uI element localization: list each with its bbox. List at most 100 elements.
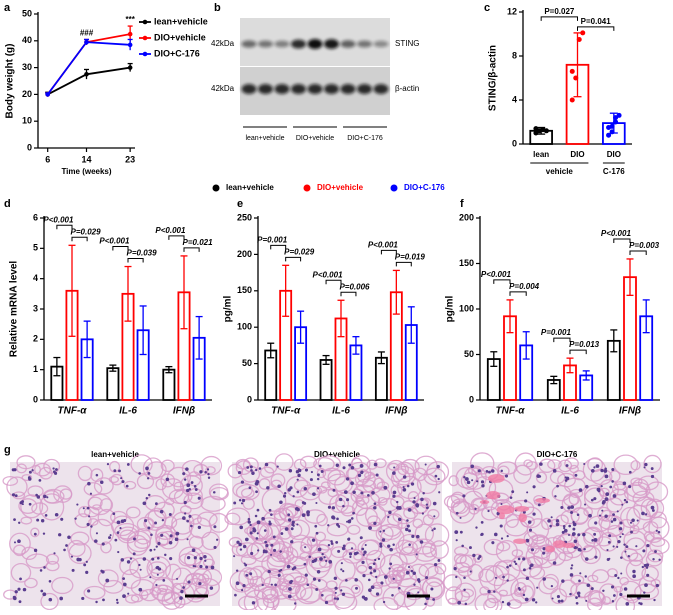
annotation: P=0.004 <box>509 282 540 291</box>
alveolar-wall <box>97 508 116 527</box>
nucleus <box>160 533 164 537</box>
nucleus <box>71 568 75 572</box>
group-label: vehicle <box>546 167 574 176</box>
nucleus <box>382 529 386 532</box>
nucleus <box>549 524 552 528</box>
nucleus <box>159 509 164 514</box>
nucleus <box>18 521 21 524</box>
nucleus <box>42 592 47 597</box>
nucleus <box>434 474 438 478</box>
bracket <box>71 236 88 242</box>
annotation: P=0.041 <box>581 17 612 26</box>
nucleus <box>249 531 253 535</box>
nucleus <box>284 492 287 495</box>
nucleus <box>17 539 21 544</box>
nucleus <box>325 559 328 563</box>
nucleus <box>506 565 509 569</box>
alveolar-wall <box>317 455 341 472</box>
nucleus <box>186 519 189 523</box>
y-tick-label: 4 <box>512 94 517 104</box>
alveolar-wall <box>591 569 610 584</box>
alveolar-wall <box>564 457 579 470</box>
y-tick-label: 150 <box>237 285 252 295</box>
point <box>84 39 89 45</box>
nucleus <box>532 512 536 516</box>
nucleus <box>624 550 627 553</box>
nucleus <box>319 557 323 561</box>
nucleus <box>610 520 614 523</box>
annotation: P=0.001 <box>541 328 572 337</box>
nucleus <box>584 503 587 506</box>
nucleus <box>415 534 420 539</box>
dot <box>543 128 549 134</box>
nucleus <box>469 570 472 573</box>
nucleus <box>368 566 371 569</box>
nucleus <box>306 513 310 517</box>
nucleus <box>297 473 301 478</box>
nucleus <box>249 523 252 527</box>
nucleus <box>83 563 87 567</box>
nucleus <box>239 525 244 530</box>
alveolar-wall <box>20 494 44 519</box>
nucleus <box>288 587 292 591</box>
alveolar-wall <box>3 589 17 600</box>
bracket <box>380 249 397 255</box>
nucleus <box>550 516 553 519</box>
nucleus <box>245 573 249 577</box>
bracket <box>509 291 527 296</box>
nucleus <box>578 579 581 583</box>
nucleus <box>646 573 650 577</box>
alveolar-wall <box>201 531 220 551</box>
nucleus <box>109 534 112 537</box>
nucleus <box>154 502 158 506</box>
dot <box>613 115 619 121</box>
nucleus <box>306 510 310 515</box>
alveolar-wall <box>126 534 149 556</box>
nucleus <box>274 583 277 587</box>
nucleus <box>593 538 598 542</box>
alveolar-wall <box>569 488 584 499</box>
dot <box>569 97 575 103</box>
nucleus <box>85 570 89 574</box>
nucleus <box>422 491 425 495</box>
nucleus <box>586 583 591 588</box>
hemorrhage <box>514 505 530 512</box>
series-line <box>47 66 131 96</box>
alveolar-wall <box>495 539 518 563</box>
nucleus <box>573 539 578 544</box>
nucleus <box>95 532 98 535</box>
nucleus <box>333 597 337 600</box>
alveolar-wall <box>643 454 662 474</box>
nucleus <box>611 480 614 483</box>
nucleus <box>478 555 482 559</box>
nucleus <box>14 590 18 594</box>
nucleus <box>213 545 217 549</box>
nucleus <box>210 565 215 570</box>
alveolar-wall <box>492 560 510 578</box>
nucleus <box>59 596 64 601</box>
alveolar-wall <box>21 474 33 482</box>
nucleus <box>380 581 384 585</box>
alveolar-wall <box>628 552 644 567</box>
alveolar-wall <box>165 563 182 581</box>
y-tick-label: 4 <box>33 273 38 283</box>
nucleus <box>39 569 43 572</box>
alveolar-wall <box>450 498 470 515</box>
nucleus <box>147 471 151 475</box>
y-tick-label: 200 <box>237 249 252 259</box>
nucleus <box>311 538 316 542</box>
nucleus <box>40 589 44 593</box>
nucleus <box>182 586 185 589</box>
alveolar-wall <box>97 569 119 588</box>
alveolar-wall <box>74 513 92 529</box>
nucleus <box>569 573 574 577</box>
nucleus <box>185 467 189 471</box>
x-tick-label: 6 <box>45 154 50 164</box>
nucleus <box>371 490 375 495</box>
series-line <box>46 41 131 95</box>
nucleus <box>81 596 85 601</box>
image-title: DIO+C-176 <box>537 450 578 459</box>
bracket <box>325 279 342 285</box>
nucleus <box>265 544 269 548</box>
nucleus <box>584 557 589 561</box>
